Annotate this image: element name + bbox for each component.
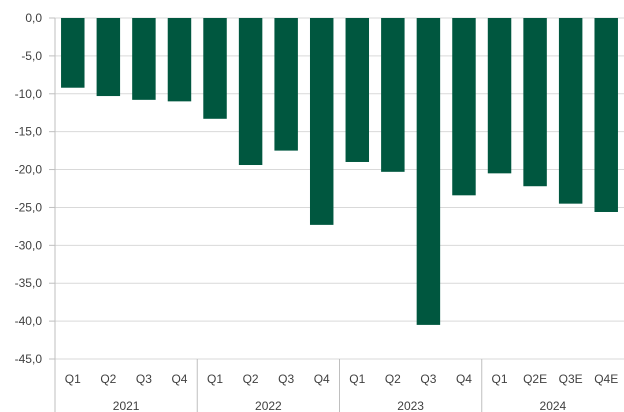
x-category-label: Q1 [65, 372, 81, 386]
y-tick-label: -30,0 [15, 238, 43, 252]
y-tick-label: -10,0 [15, 87, 43, 101]
y-tick-label: -25,0 [15, 200, 43, 214]
bar [452, 18, 476, 196]
bar [96, 18, 121, 97]
x-year-label: 2021 [113, 399, 140, 412]
y-tick-label: -40,0 [15, 314, 43, 328]
bar [203, 18, 227, 119]
y-tick-label: -35,0 [15, 276, 43, 290]
bar [238, 18, 263, 166]
bar [132, 18, 156, 100]
y-tick-label: -45,0 [15, 352, 43, 366]
x-category-label: Q3 [136, 372, 152, 386]
x-year-label: 2022 [255, 399, 282, 412]
y-tick-label: -20,0 [15, 163, 43, 177]
x-year-labels: 2021 2022 2023 2024 [113, 399, 567, 412]
bar [274, 18, 298, 151]
y-tick-label: -5,0 [21, 49, 42, 63]
x-category-labels: Q1 Q2 Q3 Q4 Q1 Q2 Q3 Q4 Q1 Q2 Q3 Q4 Q1 Q2E Q3E Q4E [65, 372, 618, 386]
x-category-label: Q2 [243, 372, 259, 386]
x-category-label: Q4 [171, 372, 187, 386]
x-category-label: Q1 [207, 372, 223, 386]
bars [61, 18, 618, 325]
x-category-label: Q4 [314, 372, 330, 386]
x-category-label: Q3 [420, 372, 436, 386]
axes [49, 17, 483, 412]
x-category-label: Q3 [278, 372, 294, 386]
bar [487, 18, 512, 174]
x-category-label: Q1 [492, 372, 508, 386]
x-category-label: Q1 [349, 372, 365, 386]
x-category-label: Q2E [523, 372, 547, 386]
bar [167, 18, 192, 102]
y-tick-labels: 0,0 -5,0 -10,0 -15,0 -20,0 -25,0 -30,0 -35,0 -40… [15, 11, 43, 366]
x-category-label: Q4E [594, 372, 618, 386]
x-category-label: Q3E [559, 372, 583, 386]
bar [61, 18, 85, 88]
x-category-label: Q2 [100, 372, 116, 386]
y-tick-label: 0,0 [25, 11, 42, 25]
y-tick-label: -15,0 [15, 125, 43, 139]
x-category-label: Q4 [456, 372, 472, 386]
x-year-label: 2023 [397, 399, 424, 412]
bar [345, 18, 370, 162]
bar [381, 18, 405, 172]
x-category-label: Q2 [385, 372, 401, 386]
bar [309, 18, 334, 225]
bar [594, 18, 618, 212]
x-year-label: 2024 [540, 399, 567, 412]
bar [523, 18, 547, 187]
bar [558, 18, 583, 204]
bar [416, 18, 441, 325]
